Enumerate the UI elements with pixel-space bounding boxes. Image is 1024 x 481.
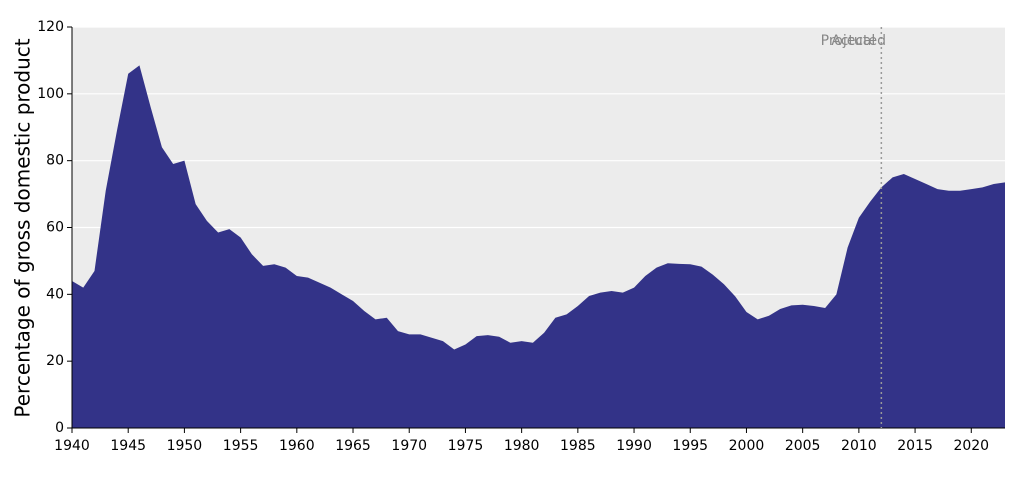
x-tick-label: 1995 bbox=[672, 438, 708, 454]
annotation: Actual bbox=[831, 33, 875, 49]
x-tick-label: 1950 bbox=[167, 438, 203, 454]
x-tick-label: 1960 bbox=[279, 438, 315, 454]
x-tick-label: 1945 bbox=[110, 438, 146, 454]
x-tick-label: 1985 bbox=[560, 438, 596, 454]
x-tick-label: 2005 bbox=[785, 438, 821, 454]
x-tick-label: 1980 bbox=[504, 438, 540, 454]
y-tick-label: 100 bbox=[37, 86, 64, 102]
x-tick-label: 1990 bbox=[616, 438, 652, 454]
x-tick-label: 1975 bbox=[448, 438, 484, 454]
x-tick-label: 2000 bbox=[729, 438, 765, 454]
x-tick-label: 1970 bbox=[391, 438, 427, 454]
y-tick-label: 80 bbox=[46, 153, 64, 169]
y-tick-label: 120 bbox=[37, 19, 64, 35]
x-tick-label: 1965 bbox=[335, 438, 371, 454]
x-tick-label: 1955 bbox=[223, 438, 259, 454]
area bbox=[72, 65, 1005, 428]
y-tick-label: 0 bbox=[55, 420, 64, 436]
y-tick-label: 20 bbox=[46, 353, 64, 369]
y-tick-label: 40 bbox=[46, 286, 64, 302]
x-tick-label: 2010 bbox=[841, 438, 877, 454]
x-tick-label: 1940 bbox=[54, 438, 90, 454]
x-tick-label: 2020 bbox=[953, 438, 989, 454]
y-axis-label: Percentage of gross domestic product bbox=[11, 38, 35, 417]
y-tick-label: 60 bbox=[46, 220, 64, 236]
x-tick-label: 2015 bbox=[897, 438, 933, 454]
annotation: Projected bbox=[821, 33, 886, 49]
